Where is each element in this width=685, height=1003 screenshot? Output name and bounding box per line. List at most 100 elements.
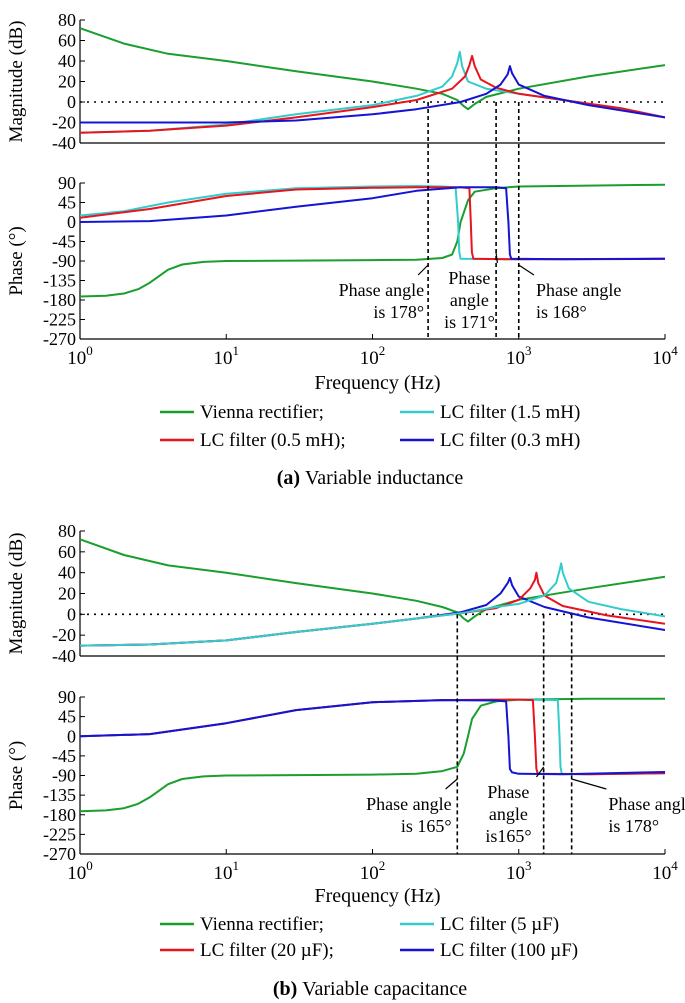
y-tick-label: 60 (58, 542, 76, 562)
y-tick-label: -90 (52, 251, 76, 271)
x-tick-label: 102 (360, 343, 386, 369)
x-tick-label: 101 (214, 858, 240, 884)
y-tick-label: -135 (43, 785, 76, 805)
y-tick-label: -135 (43, 271, 76, 291)
x-axis-label: Frequency (Hz) (314, 372, 440, 394)
series-line-lc-filter-0-5-mh- (80, 54, 665, 134)
y-tick-label: 0 (67, 92, 76, 112)
series-line-vienna-rectifier (80, 697, 665, 813)
legend-label: LC filter (0.3 mH) (440, 430, 580, 451)
y-tick-label: -225 (43, 310, 76, 330)
legend-label: LC filter (20 µF); (200, 940, 334, 961)
x-axis-label: Frequency (Hz) (314, 885, 440, 907)
y-tick-label: 45 (58, 193, 76, 213)
y-tick-label: 20 (58, 72, 76, 92)
marker-annotation: angle (450, 290, 489, 310)
y-tick-label: 45 (58, 707, 76, 727)
y-tick-label: 60 (58, 31, 76, 51)
y-tick-label: -20 (52, 625, 76, 645)
annotation-leader (495, 252, 499, 264)
annotation-leader (518, 264, 535, 276)
y-tick-label: 90 (58, 687, 76, 707)
y-tick-label: -45 (52, 232, 76, 252)
y-tick-label: 0 (67, 726, 76, 746)
y-tick-label: -20 (52, 113, 76, 133)
series-line-lc-filter-5-f- (80, 562, 665, 647)
series-line-lc-filter-0-3-mh- (80, 65, 665, 124)
legend-label: LC filter (100 µF) (440, 940, 578, 961)
marker-annotation: angle (489, 804, 528, 824)
y-tick-label: -40 (52, 646, 76, 666)
series-group (80, 27, 665, 134)
y-tick-label: 0 (67, 212, 76, 232)
y-tick-label: -270 (43, 844, 76, 864)
marker-annotation: Phase (487, 782, 529, 802)
series-line-lc-filter-1-5-mh- (80, 50, 665, 134)
x-tick-label: 104 (652, 343, 678, 369)
y-tick-label: 40 (58, 563, 76, 583)
marker-annotation: is 171° (444, 312, 495, 332)
series-line-lc-filter-100-f- (80, 699, 665, 776)
series-line-lc-filter-100-f- (80, 576, 665, 647)
marker-annotation: Phase angle (339, 280, 424, 300)
series-line-vienna-rectifier (80, 27, 665, 111)
x-tick-label: 103 (506, 343, 532, 369)
series-line-lc-filter-0-3-mh- (80, 186, 665, 261)
y-axis-label: Magnitude (dB) (6, 533, 27, 655)
y-tick-label: -180 (43, 290, 76, 310)
series-group (80, 697, 665, 813)
y-tick-label: 0 (67, 604, 76, 624)
marker-annotation: is 178° (373, 302, 424, 322)
legend-label: Vienna rectifier; (200, 914, 324, 935)
y-tick-label: 90 (58, 173, 76, 193)
x-tick-label: 100 (67, 343, 93, 369)
y-tick-label: -90 (52, 766, 76, 786)
legend-label: LC filter (0.5 mH); (200, 430, 346, 451)
marker-annotation: is 168° (536, 302, 587, 322)
series-line-vienna-rectifier (80, 538, 665, 623)
series-line-lc-filter-20-f- (80, 571, 665, 647)
annotation-leader (571, 778, 607, 790)
annotation-leader (417, 264, 429, 276)
legend-label: LC filter (5 µF) (440, 914, 559, 935)
marker-annotation: is 165° (401, 816, 452, 836)
annotation-leader (535, 766, 545, 778)
legend-label: LC filter (1.5 mH) (440, 402, 580, 423)
y-tick-label: 80 (58, 521, 76, 541)
x-tick-label: 101 (214, 343, 240, 369)
y-tick-label: -180 (43, 805, 76, 825)
y-tick-label: -45 (52, 746, 76, 766)
y-tick-label: 80 (58, 10, 76, 30)
annotation-leader (445, 778, 458, 790)
series-line-vienna-rectifier (80, 183, 665, 298)
y-tick-label: 20 (58, 584, 76, 604)
panel-caption: (a) Variable inductance (277, 467, 464, 489)
series-line-lc-filter-20-f- (80, 698, 665, 776)
series-line-lc-filter-5-f- (80, 698, 665, 776)
legend-label: Vienna rectifier; (200, 402, 324, 423)
x-tick-label: 100 (67, 858, 93, 884)
series-group (80, 183, 665, 298)
series-group (80, 538, 665, 647)
y-tick-label: -225 (43, 824, 76, 844)
x-tick-label: 102 (360, 858, 386, 884)
x-tick-label: 104 (652, 858, 678, 884)
x-tick-label: 103 (506, 858, 532, 884)
y-tick-label: -40 (52, 133, 76, 153)
marker-annotation: Phase (448, 268, 490, 288)
marker-annotation: Phase angle (366, 794, 451, 814)
panel-caption: (b) Variable capacitance (273, 978, 467, 1000)
marker-annotation: is165° (485, 826, 531, 846)
y-axis-label: Phase (°) (6, 741, 27, 810)
y-axis-label: Phase (°) (6, 226, 27, 295)
y-tick-label: -270 (43, 329, 76, 349)
marker-annotation: is 178° (608, 816, 659, 836)
marker-annotation: Phase angle (536, 280, 621, 300)
